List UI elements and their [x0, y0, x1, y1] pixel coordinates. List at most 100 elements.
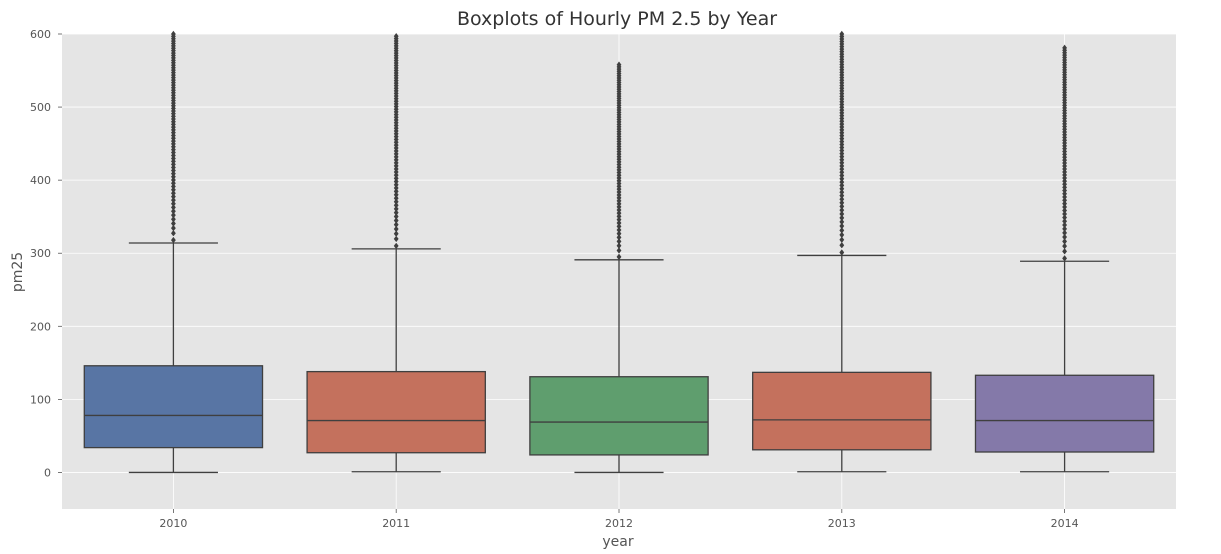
outlier-point [393, 191, 399, 198]
outlier-point [171, 216, 176, 223]
outlier-point [839, 218, 845, 226]
x-tick-label: 2014 [1051, 517, 1079, 530]
outlier-point [839, 189, 845, 196]
outlier-point [839, 214, 845, 222]
outlier-point [171, 180, 176, 187]
outlier-point [393, 195, 399, 202]
outlier-point [839, 249, 845, 256]
outlier-point [1062, 190, 1067, 197]
outlier-point [171, 204, 176, 211]
outlier-point [839, 227, 845, 234]
box-2013 [752, 30, 932, 473]
outlier-point [616, 230, 622, 237]
outlier-point [839, 236, 845, 243]
outliers [1062, 44, 1067, 262]
y-axis-ticks: 0 100 200 300 400 500 600 [30, 28, 62, 479]
outlier-point [171, 229, 176, 237]
outlier-point [393, 181, 399, 188]
outlier-point [171, 224, 176, 232]
box-iqr [529, 376, 709, 456]
y-tick-label: 100 [30, 393, 51, 406]
outlier-point [839, 199, 845, 206]
box-iqr [974, 374, 1155, 453]
outlier-point [839, 222, 845, 230]
outlier-point [616, 61, 622, 68]
outlier-point [839, 192, 845, 199]
outlier-point [171, 200, 176, 207]
outlier-point [171, 208, 176, 215]
y-tick-label: 400 [30, 174, 51, 187]
chart-title: Boxplots of Hourly PM 2.5 by Year [457, 8, 777, 30]
outlier-point [839, 231, 845, 239]
y-tick-label: 600 [30, 28, 51, 41]
outlier-point [1062, 221, 1067, 229]
box-2010 [83, 30, 264, 474]
box-iqr [752, 371, 932, 451]
outlier-point [839, 182, 845, 189]
outlier-point [393, 221, 399, 228]
outliers [616, 61, 622, 261]
outlier-point [616, 238, 622, 245]
outlier-point [616, 213, 622, 220]
outliers [171, 30, 176, 244]
outlier-point [616, 242, 622, 249]
box-2011 [306, 32, 486, 473]
outlier-point [393, 230, 399, 237]
outliers [839, 30, 845, 256]
outlier-point [839, 172, 845, 179]
outlier-point [1062, 225, 1067, 233]
outlier-point [839, 175, 845, 182]
outlier-point [839, 203, 845, 210]
outlier-point [1062, 218, 1067, 225]
outlier-point [171, 236, 176, 244]
outlier-point [1062, 255, 1067, 262]
outlier-point [839, 210, 845, 218]
outlier-point [839, 241, 845, 249]
outlier-point [393, 235, 399, 243]
outlier-point [1062, 207, 1067, 214]
outlier-point [1062, 197, 1067, 204]
y-tick-label: 200 [30, 320, 51, 333]
outlier-point [393, 178, 399, 185]
outlier-point [171, 186, 176, 194]
outlier-point [616, 226, 622, 234]
outlier-point [393, 213, 399, 220]
outlier-point [393, 225, 399, 233]
outlier-point [1062, 233, 1067, 241]
outlier-point [839, 206, 845, 214]
box-iqr [83, 365, 264, 449]
outlier-point [393, 184, 399, 192]
x-tick-label: 2012 [605, 517, 633, 530]
x-tick-label: 2013 [828, 517, 856, 530]
outlier-point [171, 193, 176, 200]
outlier-point [393, 198, 399, 205]
x-axis-label: year [602, 534, 633, 550]
x-tick-label: 2011 [382, 517, 410, 530]
outlier-point [393, 205, 399, 213]
outlier-point [1062, 210, 1067, 218]
outlier-point [1062, 248, 1067, 255]
box-2012 [529, 61, 709, 474]
outlier-point [1062, 214, 1067, 221]
outlier-point [393, 32, 399, 40]
outlier-point [171, 196, 176, 204]
outlier-point [616, 247, 622, 254]
outlier-point [171, 211, 176, 219]
outlier-point [616, 253, 622, 261]
y-tick-label: 500 [30, 101, 51, 114]
outlier-point [616, 216, 622, 223]
outlier-point [616, 234, 622, 241]
outlier-point [171, 189, 176, 197]
outlier-point [839, 178, 845, 186]
outlier-point [839, 185, 845, 192]
x-tick-label: 2010 [159, 517, 187, 530]
outlier-point [839, 30, 845, 38]
outlier-point [393, 242, 399, 250]
outlier-point [1062, 200, 1067, 207]
outliers [393, 32, 399, 250]
outlier-point [1062, 229, 1067, 237]
outlier-point [393, 209, 399, 216]
outlier-point [616, 223, 622, 230]
outlier-point [1062, 242, 1067, 250]
